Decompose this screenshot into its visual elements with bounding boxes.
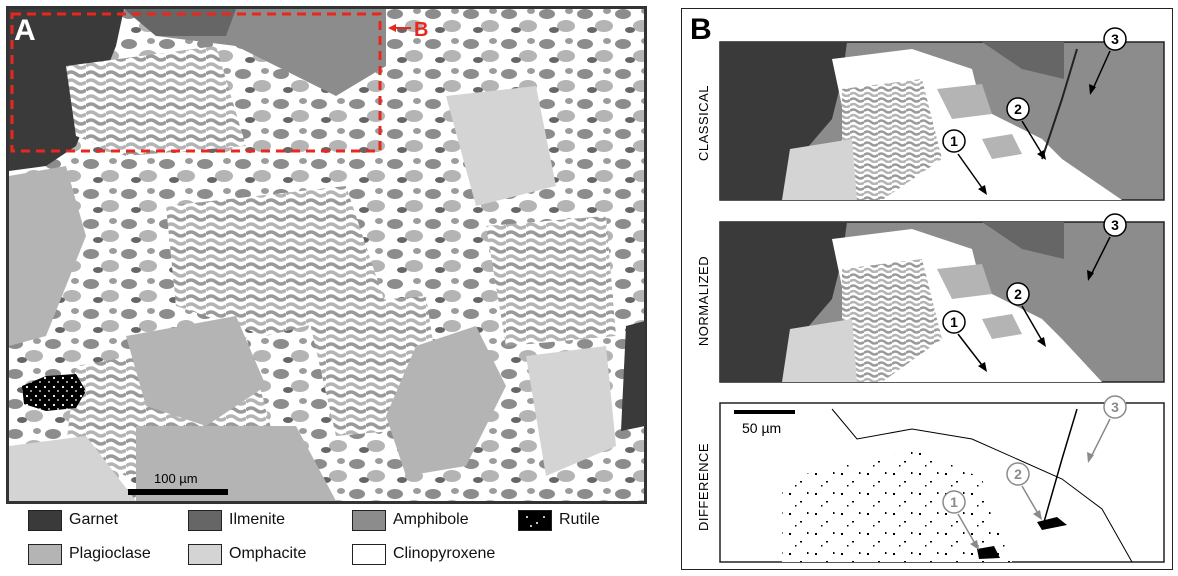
panel-b-svg: B CLASSICAL NORMALIZED	[690, 13, 1165, 563]
legend-swatch	[28, 509, 62, 531]
legend-swatch	[28, 543, 62, 565]
marker-1-label: 1	[950, 494, 958, 510]
legend-item-plagioclase: Plagioclase	[28, 543, 151, 565]
difference-cluster	[1037, 517, 1067, 530]
marker-2	[1006, 282, 1030, 306]
legend-swatch	[352, 543, 386, 565]
marker-3-label: 3	[1111, 217, 1119, 233]
row-label-classical: CLASSICAL	[696, 85, 711, 161]
legend-swatch	[188, 543, 222, 565]
marker-3-label: 3	[1111, 399, 1119, 415]
panel-b: B CLASSICAL NORMALIZED	[681, 8, 1173, 570]
difference-pixels	[782, 449, 1012, 562]
markers-normalized: 1 2 3	[942, 213, 1127, 372]
legend-item-rutile: Rutile	[518, 509, 600, 531]
panel-a-svg: B A 100 µm	[6, 6, 647, 504]
plagioclase-grain	[9, 166, 86, 346]
markers-classical: 1 2 3	[942, 27, 1127, 195]
ilmenite-region	[124, 9, 236, 36]
scale-bar-a-label: 100 µm	[154, 471, 198, 486]
garnet-region	[9, 9, 124, 171]
garnet-region	[720, 42, 847, 200]
plagioclase-grain	[937, 84, 992, 119]
symplectite-zone	[486, 216, 616, 346]
marker-2-label: 2	[1014, 466, 1022, 482]
panel-a-phase-map: B A 100 µm	[6, 6, 647, 504]
marker-3	[1103, 27, 1127, 51]
symplectite-zone	[842, 79, 942, 200]
panel-b-row-difference: DIFFERENCE 50 µm	[696, 402, 1165, 563]
legend-swatch-rutile	[518, 509, 552, 531]
marker-3	[1103, 213, 1127, 237]
legend: Garnet Ilmenite Amphibole Rutile Plagioc…	[28, 509, 658, 571]
plagioclase-grain	[937, 264, 992, 299]
plagioclase-grain	[386, 326, 506, 476]
scale-bar-b-label: 50 µm	[742, 420, 781, 436]
marker-1	[942, 129, 966, 153]
marker-1	[942, 490, 966, 514]
marker-1-label: 1	[950, 314, 958, 330]
marker-3-label: 3	[1111, 31, 1119, 47]
callout-box-b	[10, 12, 382, 153]
legend-label: Rutile	[559, 511, 600, 528]
symplectite-zone	[842, 259, 942, 382]
marker-1-label: 1	[950, 133, 958, 149]
symplectite-zone	[166, 186, 386, 336]
legend-label: Omphacite	[229, 545, 307, 562]
legend-label: Amphibole	[393, 511, 469, 528]
rutile-grain	[22, 374, 86, 411]
row-label-normalized: NORMALIZED	[696, 256, 711, 346]
marker-3	[1103, 395, 1127, 419]
marker-2-label: 2	[1014, 101, 1022, 117]
omphacite-grain	[782, 139, 857, 200]
crack	[1041, 408, 1078, 530]
omphacite-grain	[9, 436, 136, 501]
legend-item-amphibole: Amphibole	[352, 509, 469, 531]
legend-item-clinopyroxene: Clinopyroxene	[352, 543, 495, 565]
legend-swatch	[188, 509, 222, 531]
crack	[1041, 48, 1078, 160]
difference-cluster	[977, 546, 1000, 559]
marker-2	[1006, 97, 1030, 121]
legend-label: Garnet	[69, 511, 118, 528]
difference-outline	[831, 408, 1133, 563]
legend-label: Ilmenite	[229, 511, 286, 528]
plagioclase-grain	[126, 316, 266, 426]
callout-label: B	[414, 19, 428, 41]
marker-2	[1006, 462, 1030, 486]
callout-arrowhead	[388, 24, 396, 32]
omphacite-grain	[446, 86, 556, 206]
panel-b-row-classical: CLASSICAL	[696, 41, 1165, 201]
row-label-difference: DIFFERENCE	[696, 443, 711, 531]
ilmenite-region	[982, 222, 1064, 259]
symplectite-zone	[66, 46, 246, 156]
ilmenite-region	[982, 42, 1064, 79]
panel-b-label: B	[690, 13, 712, 46]
marker-2-label: 2	[1014, 286, 1022, 302]
legend-label: Plagioclase	[69, 545, 151, 562]
panel-a-label: A	[14, 14, 36, 47]
legend-item-omphacite: Omphacite	[188, 543, 306, 565]
marker-1	[942, 310, 966, 334]
omphacite-grain	[526, 346, 616, 476]
legend-label: Clinopyroxene	[393, 545, 496, 562]
omphacite-grain	[782, 319, 857, 382]
garnet-region	[720, 222, 847, 382]
plagioclase-grain	[136, 426, 336, 501]
markers-difference: 1 2 3	[942, 395, 1127, 550]
legend-item-garnet: Garnet	[28, 509, 118, 531]
plagioclase-grain	[982, 314, 1022, 339]
legend-swatch	[352, 509, 386, 531]
panel-b-row-normalized: NORMALIZED	[696, 221, 1165, 383]
garnet-region-right	[621, 321, 645, 431]
legend-item-ilmenite: Ilmenite	[188, 509, 285, 531]
plagioclase-grain	[982, 134, 1022, 159]
